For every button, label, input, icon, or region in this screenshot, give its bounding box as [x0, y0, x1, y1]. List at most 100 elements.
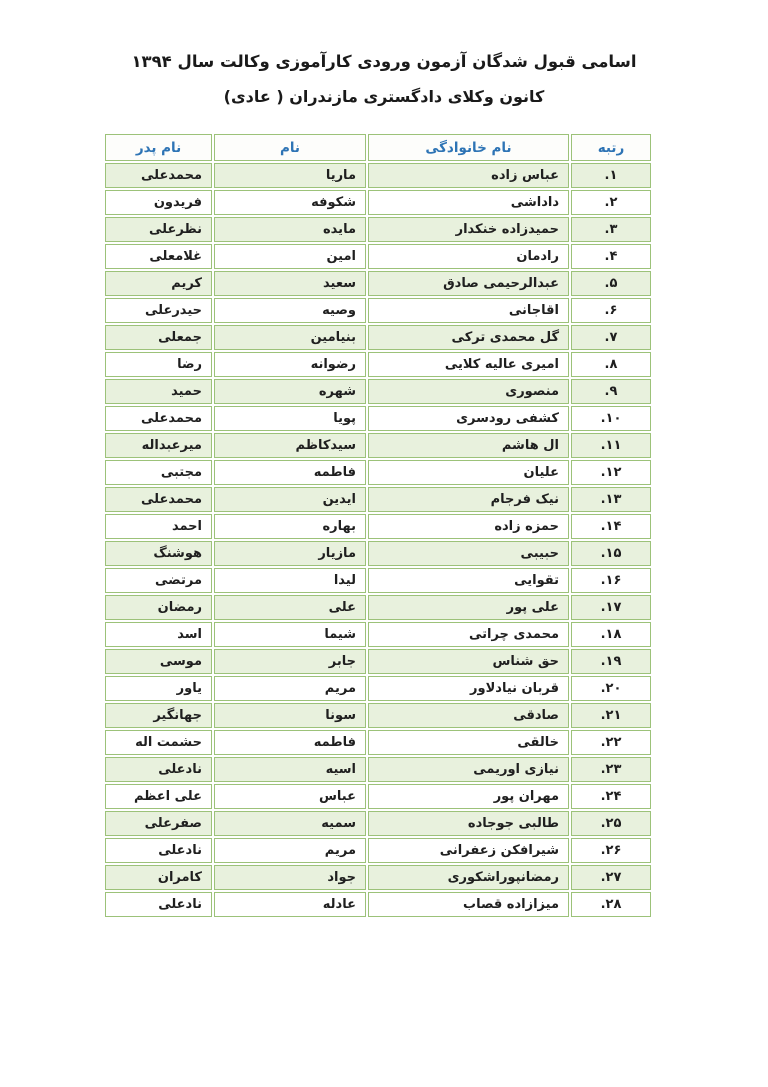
father-name-cell: کریم: [105, 271, 212, 296]
rank-cell: ۱۷.: [571, 595, 651, 620]
first-name-cell: جابر: [214, 649, 366, 674]
first-name-cell: پویا: [214, 406, 366, 431]
father-name-cell: حشمت اله: [105, 730, 212, 755]
rank-cell: ۸.: [571, 352, 651, 377]
rank-cell: ۹.: [571, 379, 651, 404]
last-name-cell: اقاجانی: [368, 298, 569, 323]
last-name-cell: طالبی جوجاده: [368, 811, 569, 836]
last-name-cell: محمدی چراتی: [368, 622, 569, 647]
father-name-cell: هوشنگ: [105, 541, 212, 566]
table-row: ۲۵. طالبی جوجاده سمیه صفرعلی: [105, 811, 651, 836]
father-name-cell: فریدون: [105, 190, 212, 215]
last-name-cell: حبیبی: [368, 541, 569, 566]
rank-cell: ۲۸.: [571, 892, 651, 917]
rank-cell: ۱۴.: [571, 514, 651, 539]
table-row: ۲۴. مهران پور عباس علی اعظم: [105, 784, 651, 809]
last-name-cell: منصوری: [368, 379, 569, 404]
last-name-cell: عبدالرحیمی صادق: [368, 271, 569, 296]
first-name-cell: جواد: [214, 865, 366, 890]
first-name-cell: امین: [214, 244, 366, 269]
rank-cell: ۱۵.: [571, 541, 651, 566]
table-row: ۲۶. شیرافکن زعفرانی مریم نادعلی: [105, 838, 651, 863]
father-name-cell: مجتبی: [105, 460, 212, 485]
table-row: ۹. منصوری شهره حمید: [105, 379, 651, 404]
table-row: ۱. عباس زاده ماریا محمدعلی: [105, 163, 651, 188]
last-name-cell: نیک فرجام: [368, 487, 569, 512]
last-name-cell: رادمان: [368, 244, 569, 269]
first-name-cell: سمیه: [214, 811, 366, 836]
table-row: ۱۲. علیان فاطمه مجتبی: [105, 460, 651, 485]
first-name-cell: لیدا: [214, 568, 366, 593]
table-row: ۱۰. کشفی رودسری پویا محمدعلی: [105, 406, 651, 431]
father-name-cell: یاور: [105, 676, 212, 701]
father-name-cell: رمضان: [105, 595, 212, 620]
header-last-name: نام خانوادگی: [368, 134, 569, 161]
rank-cell: ۱۳.: [571, 487, 651, 512]
rank-cell: ۲۰.: [571, 676, 651, 701]
first-name-cell: فاطمه: [214, 730, 366, 755]
rank-cell: ۱۶.: [571, 568, 651, 593]
rank-cell: ۲.: [571, 190, 651, 215]
rank-cell: ۱۸.: [571, 622, 651, 647]
first-name-cell: شیما: [214, 622, 366, 647]
table-row: ۱۱. ال هاشم سیدکاظم میرعبداله: [105, 433, 651, 458]
rank-cell: ۴.: [571, 244, 651, 269]
first-name-cell: بنیامین: [214, 325, 366, 350]
rank-cell: ۱۰.: [571, 406, 651, 431]
header-father-name: نام پدر: [105, 134, 212, 161]
rank-cell: ۶.: [571, 298, 651, 323]
first-name-cell: شکوفه: [214, 190, 366, 215]
father-name-cell: محمدعلی: [105, 487, 212, 512]
first-name-cell: مریم: [214, 838, 366, 863]
father-name-cell: میرعبداله: [105, 433, 212, 458]
table-row: ۲۰. قربان نیادلاور مریم یاور: [105, 676, 651, 701]
first-name-cell: مریم: [214, 676, 366, 701]
rank-cell: ۲۵.: [571, 811, 651, 836]
father-name-cell: غلامعلی: [105, 244, 212, 269]
table-row: ۷. گل محمدی ترکی بنیامین جمعلی: [105, 325, 651, 350]
last-name-cell: صادقی: [368, 703, 569, 728]
first-name-cell: سعید: [214, 271, 366, 296]
rank-cell: ۲۲.: [571, 730, 651, 755]
father-name-cell: نادعلی: [105, 838, 212, 863]
last-name-cell: داداشی: [368, 190, 569, 215]
last-name-cell: کشفی رودسری: [368, 406, 569, 431]
first-name-cell: فاطمه: [214, 460, 366, 485]
rank-cell: ۲۳.: [571, 757, 651, 782]
results-table: رتبه نام خانوادگی نام نام پدر ۱. عباس زاد…: [103, 132, 653, 919]
table-row: ۲۱. صادقی سونا جهانگیر: [105, 703, 651, 728]
rank-cell: ۲۷.: [571, 865, 651, 890]
first-name-cell: علی: [214, 595, 366, 620]
father-name-cell: رضا: [105, 352, 212, 377]
father-name-cell: جهانگیر: [105, 703, 212, 728]
rank-cell: ۱۱.: [571, 433, 651, 458]
father-name-cell: موسی: [105, 649, 212, 674]
father-name-cell: احمد: [105, 514, 212, 539]
first-name-cell: وصیه: [214, 298, 366, 323]
table-row: ۲۷. رمضانپوراشکوری جواد کامران: [105, 865, 651, 890]
father-name-cell: مرتضی: [105, 568, 212, 593]
rank-cell: ۲۴.: [571, 784, 651, 809]
table-row: ۵. عبدالرحیمی صادق سعید کریم: [105, 271, 651, 296]
table-row: ۱۷. علی پور علی رمضان: [105, 595, 651, 620]
first-name-cell: مایده: [214, 217, 366, 242]
last-name-cell: گل محمدی ترکی: [368, 325, 569, 350]
table-row: ۱۳. نیک فرجام ایدین محمدعلی: [105, 487, 651, 512]
last-name-cell: عباس زاده: [368, 163, 569, 188]
last-name-cell: رمضانپوراشکوری: [368, 865, 569, 890]
header-first-name: نام: [214, 134, 366, 161]
rank-cell: ۱۲.: [571, 460, 651, 485]
last-name-cell: حمیدزاده خنکدار: [368, 217, 569, 242]
first-name-cell: رضوانه: [214, 352, 366, 377]
last-name-cell: امیری عالیه کلایی: [368, 352, 569, 377]
table-row: ۴. رادمان امین غلامعلی: [105, 244, 651, 269]
father-name-cell: کامران: [105, 865, 212, 890]
last-name-cell: قربان نیادلاور: [368, 676, 569, 701]
last-name-cell: علی پور: [368, 595, 569, 620]
last-name-cell: نیازی اوریمی: [368, 757, 569, 782]
rank-cell: ۲۱.: [571, 703, 651, 728]
last-name-cell: علیان: [368, 460, 569, 485]
rank-cell: ۳.: [571, 217, 651, 242]
father-name-cell: حیدرعلی: [105, 298, 212, 323]
